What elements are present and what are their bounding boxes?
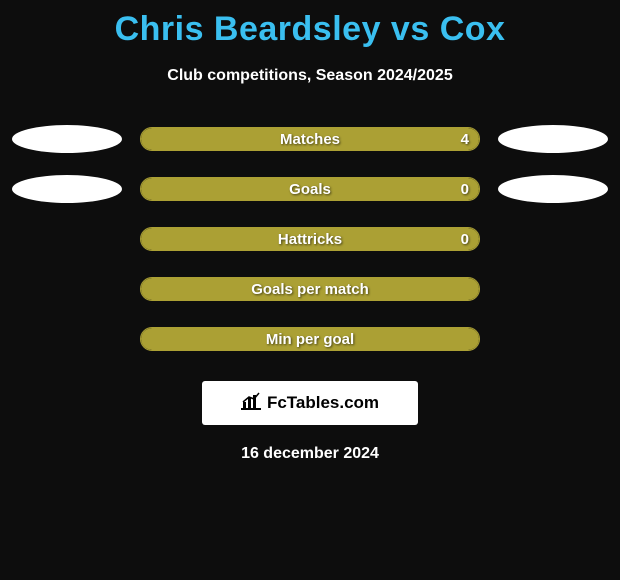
stat-value: 4 (461, 128, 469, 150)
stat-bar: Goals0 (140, 177, 480, 201)
chart-icon (241, 392, 261, 415)
stat-bar: Goals per match (140, 277, 480, 301)
stat-row: Min per goal (0, 325, 620, 353)
stat-bar: Matches4 (140, 127, 480, 151)
left-spacer (12, 325, 122, 353)
stat-label: Matches (141, 128, 479, 150)
stat-bar: Min per goal (140, 327, 480, 351)
right-spacer (498, 275, 608, 303)
source-badge: FcTables.com (202, 381, 418, 425)
right-spacer (498, 225, 608, 253)
stat-bar: Hattricks0 (140, 227, 480, 251)
right-ellipse (498, 175, 608, 203)
stat-row: Goals0 (0, 175, 620, 203)
left-ellipse (12, 175, 122, 203)
stat-value: 0 (461, 228, 469, 250)
right-ellipse (498, 125, 608, 153)
left-spacer (12, 225, 122, 253)
left-spacer (12, 275, 122, 303)
badge-text: FcTables.com (267, 393, 379, 413)
stat-label: Goals (141, 178, 479, 200)
date-text: 16 december 2024 (0, 445, 620, 463)
stat-label: Hattricks (141, 228, 479, 250)
stat-label: Goals per match (141, 278, 479, 300)
stat-label: Min per goal (141, 328, 479, 350)
stat-row: Goals per match (0, 275, 620, 303)
stat-value: 0 (461, 178, 469, 200)
page-title: Chris Beardsley vs Cox (0, 0, 620, 49)
stat-row: Hattricks0 (0, 225, 620, 253)
left-ellipse (12, 125, 122, 153)
infographic-root: Chris Beardsley vs Cox Club competitions… (0, 0, 620, 580)
stat-rows: Matches4Goals0Hattricks0Goals per matchM… (0, 125, 620, 353)
subtitle: Club competitions, Season 2024/2025 (0, 67, 620, 85)
right-spacer (498, 325, 608, 353)
stat-row: Matches4 (0, 125, 620, 153)
